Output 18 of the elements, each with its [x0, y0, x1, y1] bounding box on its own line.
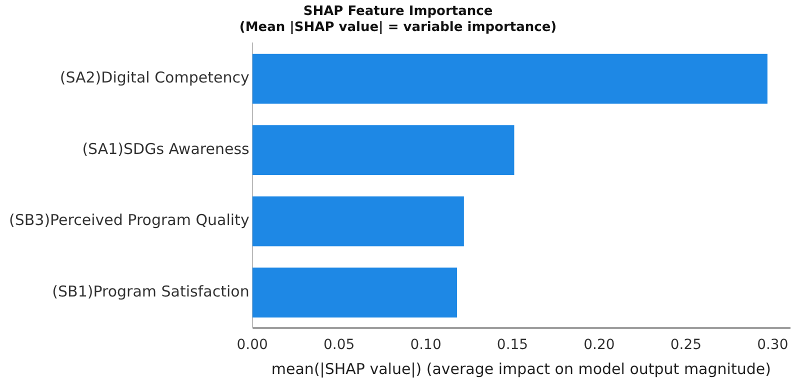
- y-tick-label: (SA1)SDGs Awareness: [82, 140, 250, 158]
- x-tick-label: 0.05: [323, 337, 355, 354]
- bar: [252, 196, 464, 246]
- x-tick-label: 0.25: [670, 337, 702, 354]
- x-axis-title: mean(|SHAP value|) (average impact on model output magnitude): [271, 360, 771, 378]
- x-tick-label: 0.30: [757, 337, 788, 354]
- chart-subtitle: (Mean |SHAP value| = variable importance): [239, 20, 557, 35]
- bar: [252, 54, 768, 104]
- bar: [252, 125, 514, 176]
- y-tick-label: (SA2)Digital Competency: [60, 68, 250, 87]
- x-tick-label: 0.00: [236, 337, 268, 354]
- x-tick-label: 0.10: [410, 337, 442, 354]
- x-tick-label: 0.15: [496, 337, 528, 354]
- chart-title: SHAP Feature Importance: [303, 4, 493, 20]
- y-tick-label: (SB3)Perceived Program Quality: [8, 211, 250, 230]
- y-tick-label: (SB1)Program Satisfaction: [52, 282, 250, 300]
- x-tick-label: 0.20: [584, 337, 615, 354]
- bar: [252, 268, 457, 318]
